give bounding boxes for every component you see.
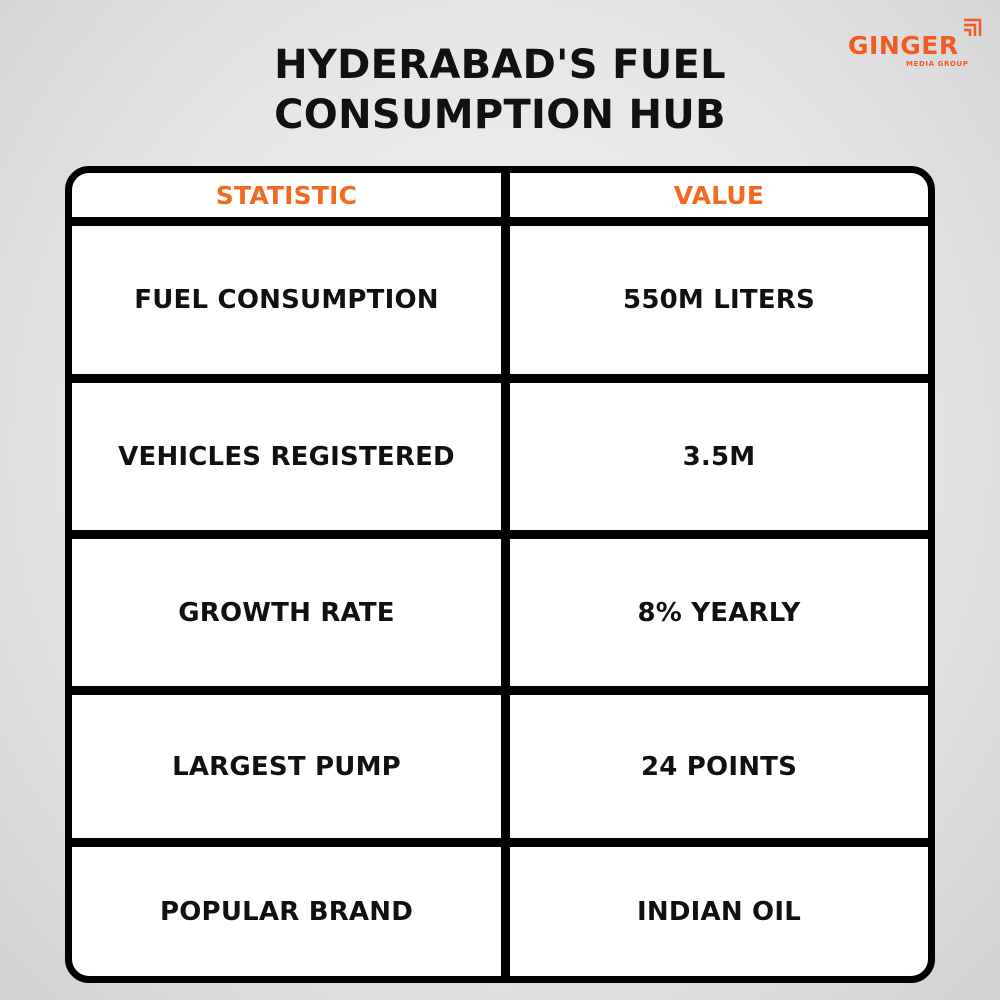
title-line-1: HYDERABAD'S FUEL xyxy=(274,42,726,88)
ginger-media-group-logo: GINGER MEDIA GROUP xyxy=(848,18,988,74)
row-statistic: POPULAR BRAND xyxy=(160,896,413,927)
row-value: 8% YEARLY xyxy=(637,597,801,628)
row-statistic: VEHICLES REGISTERED xyxy=(118,441,455,472)
table-row: LARGEST PUMP 24 POINTS xyxy=(72,695,928,838)
row-value: INDIAN OIL xyxy=(637,896,801,927)
table-divider xyxy=(72,686,928,695)
table-divider xyxy=(72,374,928,383)
table-divider xyxy=(72,838,928,847)
header-statistic: STATISTIC xyxy=(215,180,358,210)
table-row: FUEL CONSUMPTION 550M LITERS xyxy=(72,226,928,374)
row-value: 3.5M xyxy=(682,441,756,472)
table-divider xyxy=(72,530,928,539)
row-statistic: GROWTH RATE xyxy=(178,597,395,628)
row-value: 24 POINTS xyxy=(640,751,798,782)
table-row: VEHICLES REGISTERED 3.5M xyxy=(72,383,928,530)
column-divider xyxy=(501,173,510,976)
logo-subtitle: MEDIA GROUP xyxy=(906,60,969,68)
title-line-2: CONSUMPTION HUB xyxy=(274,92,726,138)
logo-corner-icon xyxy=(964,18,982,36)
table-header-row: STATISTIC VALUE xyxy=(72,173,928,217)
row-statistic: FUEL CONSUMPTION xyxy=(134,285,439,315)
table-row: POPULAR BRAND INDIAN OIL xyxy=(72,847,928,976)
header-value: VALUE xyxy=(673,180,765,210)
table-divider xyxy=(72,217,928,226)
statistics-table: STATISTIC VALUE FUEL CONSUMPTION 550M LI… xyxy=(65,166,935,983)
row-value: 550M LITERS xyxy=(623,285,815,315)
row-statistic: LARGEST PUMP xyxy=(172,751,401,782)
table-row: GROWTH RATE 8% YEARLY xyxy=(72,539,928,686)
logo-wordmark: GINGER xyxy=(848,31,959,60)
page-title: HYDERABAD'S FUEL CONSUMPTION HUB xyxy=(0,40,1000,140)
